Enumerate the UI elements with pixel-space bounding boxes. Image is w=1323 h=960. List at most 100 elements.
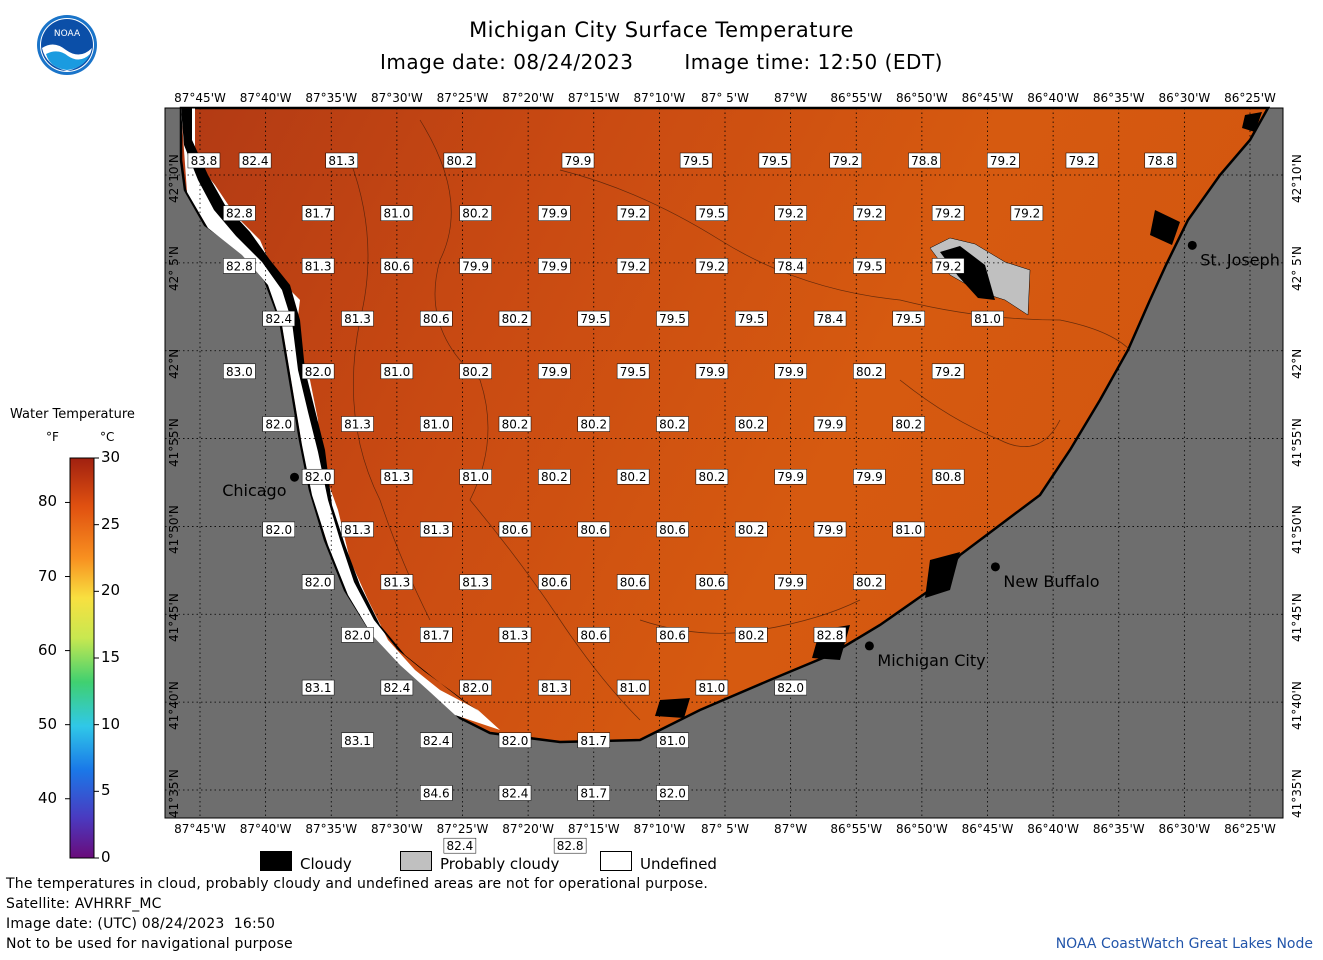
reading-box bbox=[538, 258, 571, 274]
reading-value: 78.4 bbox=[817, 312, 844, 326]
legend-title: Water Temperature bbox=[10, 407, 135, 422]
reading-box bbox=[577, 732, 611, 749]
reading-box bbox=[301, 574, 335, 590]
reading-box bbox=[223, 258, 256, 274]
temperature-reading: 81.0 bbox=[380, 363, 414, 380]
temperature-reading: 79.2 bbox=[774, 205, 807, 221]
reading-value: 80.2 bbox=[738, 418, 765, 432]
reading-value: 80.6 bbox=[423, 312, 450, 326]
fahrenheit-tick-label: 50 bbox=[38, 714, 58, 733]
temperature-reading: 80.2 bbox=[695, 468, 729, 485]
reading-box bbox=[853, 363, 886, 380]
reading-box bbox=[459, 258, 492, 274]
reading-value: 80.6 bbox=[699, 576, 726, 590]
reading-box bbox=[577, 627, 611, 643]
temperature-reading: 79.9 bbox=[774, 468, 807, 485]
reading-box bbox=[301, 258, 335, 274]
reading-box bbox=[420, 785, 453, 801]
reading-value: 81.0 bbox=[974, 312, 1001, 326]
reading-box bbox=[380, 468, 414, 485]
reading-value: 79.9 bbox=[777, 470, 804, 484]
longitude-label: 87°10'W bbox=[633, 822, 686, 836]
reading-box bbox=[813, 627, 847, 643]
reading-value: 81.0 bbox=[659, 734, 686, 748]
longitude-label: 87°20'W bbox=[502, 91, 554, 105]
reading-value: 80.2 bbox=[856, 365, 883, 379]
temperature-reading: 79.5 bbox=[695, 205, 729, 221]
reading-value: 79.2 bbox=[777, 207, 804, 221]
reading-box bbox=[656, 785, 689, 801]
reading-value: 81.3 bbox=[344, 418, 371, 432]
temperature-color-scale bbox=[69, 457, 95, 859]
reading-box bbox=[538, 679, 571, 696]
reading-value: 79.5 bbox=[895, 312, 922, 326]
latitude-label: 41°50'N bbox=[167, 505, 181, 555]
reading-box bbox=[262, 521, 296, 538]
reading-box bbox=[420, 521, 453, 538]
temperature-reading: 82.8 bbox=[223, 258, 256, 274]
reading-value: 81.7 bbox=[580, 786, 607, 800]
unit-fahrenheit: °F bbox=[46, 430, 59, 444]
reading-value: 80.2 bbox=[738, 628, 765, 642]
undefined-label: Undefined bbox=[640, 855, 717, 873]
cloudy-swatch bbox=[260, 851, 292, 871]
reading-box bbox=[498, 521, 532, 538]
temperature-reading: 81.3 bbox=[538, 679, 571, 696]
reading-value: 81.3 bbox=[344, 523, 371, 537]
longitude-label: 87°40'W bbox=[239, 822, 292, 836]
reading-box bbox=[577, 521, 611, 538]
temperature-reading: 79.5 bbox=[679, 152, 713, 169]
reading-value: 81.3 bbox=[541, 681, 568, 695]
temperature-reading: 79.5 bbox=[616, 363, 650, 380]
navigation-warning: Not to be used for navigational purpose bbox=[6, 936, 293, 952]
svg-text:NOAA: NOAA bbox=[54, 29, 81, 39]
reading-value: 82.8 bbox=[557, 839, 584, 853]
temperature-reading: 81.0 bbox=[459, 468, 492, 485]
temperature-reading: 82.0 bbox=[262, 416, 296, 432]
temperature-reading: 82.4 bbox=[380, 679, 414, 696]
reading-value: 80.6 bbox=[659, 523, 686, 537]
reading-box bbox=[695, 258, 729, 274]
reading-box bbox=[301, 468, 335, 485]
city-dot bbox=[990, 562, 1000, 572]
cloudy-label: Cloudy bbox=[300, 855, 352, 873]
reading-value: 81.3 bbox=[328, 154, 355, 168]
temperature-reading: 80.6 bbox=[577, 521, 611, 538]
temperature-reading: 82.8 bbox=[553, 837, 587, 854]
reading-value: 79.5 bbox=[580, 312, 607, 326]
temperature-reading: 81.3 bbox=[498, 627, 532, 643]
reading-box bbox=[380, 258, 414, 274]
image-time: Image time: 12:50 (EDT) bbox=[684, 50, 943, 74]
reading-box bbox=[987, 152, 1020, 169]
reading-box bbox=[538, 205, 571, 221]
temperature-reading: 79.9 bbox=[538, 205, 571, 221]
reading-value: 80.2 bbox=[502, 312, 529, 326]
reading-value: 80.6 bbox=[580, 628, 607, 642]
reading-box bbox=[561, 152, 595, 169]
reading-box bbox=[341, 521, 374, 538]
cloud-mask-regions bbox=[181, 108, 1262, 730]
longitude-label: 86°50'W bbox=[896, 91, 948, 105]
reading-box bbox=[498, 310, 532, 327]
celsius-tick-label: 5 bbox=[101, 781, 111, 800]
unit-celsius: °C bbox=[100, 430, 115, 444]
reading-value: 80.2 bbox=[541, 470, 568, 484]
temperature-reading: 79.9 bbox=[695, 363, 729, 380]
longitude-label: 86°30'W bbox=[1158, 822, 1211, 836]
probably-cloudy-swatch bbox=[400, 851, 432, 871]
reading-value: 79.9 bbox=[817, 418, 844, 432]
reading-value: 82.8 bbox=[226, 207, 253, 221]
longitude-label: 86°45'W bbox=[961, 91, 1014, 105]
temperature-reading: 81.7 bbox=[301, 205, 335, 221]
latitude-label: 42°N bbox=[167, 348, 181, 379]
reading-box bbox=[301, 205, 335, 221]
reading-box bbox=[459, 363, 492, 380]
temperature-readings: 83.8 82.4 81.3 80.2 79.9 79.5 79.5 79.2 78.8 79.2… bbox=[187, 152, 1178, 854]
reading-box bbox=[735, 627, 768, 643]
map-subtitle: Image date: 08/24/2023 Image time: 12:50… bbox=[0, 50, 1323, 74]
reading-box bbox=[695, 205, 729, 221]
reading-value: 79.2 bbox=[620, 259, 647, 273]
temperature-reading: 80.2 bbox=[656, 416, 689, 432]
reading-box bbox=[577, 310, 611, 327]
reading-value: 81.0 bbox=[384, 365, 411, 379]
